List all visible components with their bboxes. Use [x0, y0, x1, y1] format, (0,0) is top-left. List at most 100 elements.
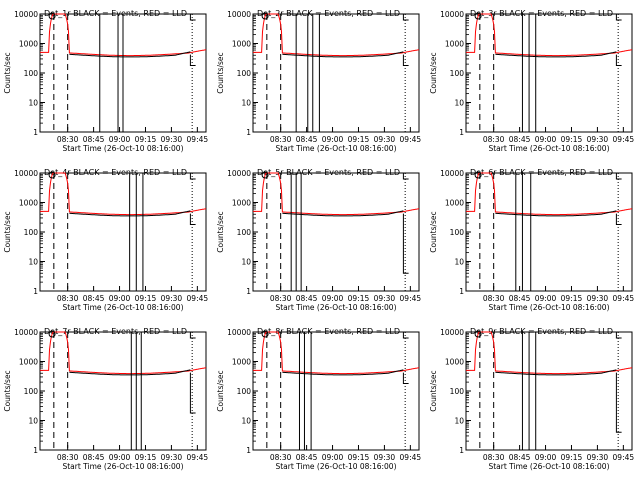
y-tick-label: 10 — [241, 99, 251, 108]
x-tick-label: 09:15 — [561, 453, 583, 462]
events-tail — [615, 213, 622, 225]
events-series — [69, 369, 191, 376]
x-tick-label: 08:30 — [57, 294, 79, 303]
lld-series — [466, 13, 633, 57]
events-tail — [615, 54, 622, 66]
y-tick-label: 100 — [237, 387, 252, 396]
x-tick-label: 08:30 — [270, 294, 292, 303]
events-top-marker — [402, 173, 409, 180]
x-axis-label: Start Time (26-Oct-10 08:16:00) — [488, 462, 609, 471]
y-tick-label: 100 — [237, 69, 252, 78]
y-axis-label: Counts/sec — [216, 211, 225, 252]
events-peak-marker — [48, 330, 56, 338]
panel-title: Det_2r BLACK = Events, RED = LLD — [257, 9, 400, 18]
y-axis-label: Counts/sec — [429, 211, 438, 252]
y-axis-label: Counts/sec — [216, 52, 225, 93]
events-tail — [615, 372, 622, 433]
events-peak-marker — [261, 12, 269, 20]
events-series — [282, 51, 404, 58]
events-series — [282, 369, 404, 376]
y-tick-label: 10000 — [440, 169, 464, 178]
x-tick-label: 09:15 — [561, 135, 583, 144]
y-tick-label: 1000 — [19, 358, 38, 367]
y-tick-label: 100 — [450, 228, 465, 237]
plot-frame — [252, 172, 420, 292]
x-tick-label: 09:30 — [587, 135, 609, 144]
x-tick-label: 09:00 — [109, 294, 131, 303]
x-tick-label: 08:45 — [83, 135, 105, 144]
x-tick-label: 09:45 — [400, 294, 422, 303]
events-top-marker — [402, 14, 409, 21]
x-tick-label: 09:15 — [135, 135, 157, 144]
events-top-marker — [189, 14, 196, 21]
panel-det-2r: Det_2r BLACK = Events, RED = LLD 1 10 100 10… — [216, 9, 421, 153]
x-tick-label: 09:30 — [374, 135, 396, 144]
panel-title: Det_1r BLACK = Events, RED = LLD — [44, 9, 187, 18]
panel-det-8r: Det_8r BLACK = Events, RED = LLD 1 10 100 10… — [216, 327, 421, 471]
events-tail — [189, 372, 196, 414]
x-axis-label: Start Time (26-Oct-10 08:16:00) — [488, 144, 609, 153]
x-tick-label: 09:00 — [535, 453, 557, 462]
events-peak-marker — [48, 171, 56, 179]
panel-det-4r: Det_4r BLACK = Events, RED = LLD 1 10 100 10… — [3, 168, 208, 312]
y-axis-label: Counts/sec — [3, 52, 12, 93]
lld-series — [40, 331, 207, 375]
y-tick-label: 10 — [454, 99, 464, 108]
plot-frame — [252, 13, 420, 133]
x-axis-label: Start Time (26-Oct-10 08:16:00) — [275, 144, 396, 153]
panel-det-7r: Det_7r BLACK = Events, RED = LLD 1 10 100 10… — [3, 327, 208, 471]
lld-series — [466, 172, 633, 216]
events-tail — [189, 213, 196, 225]
y-tick-label: 10000 — [227, 10, 251, 19]
events-peak-marker — [474, 330, 482, 338]
y-tick-label: 1 — [459, 128, 464, 137]
x-tick-label: 09:00 — [109, 135, 131, 144]
events-peak-marker — [261, 330, 269, 338]
x-tick-label: 09:30 — [161, 453, 183, 462]
x-tick-label: 08:30 — [483, 294, 505, 303]
x-tick-label: 08:45 — [296, 294, 318, 303]
events-top-marker — [189, 332, 196, 339]
x-tick-label: 08:45 — [509, 135, 531, 144]
plot-frame — [465, 331, 633, 451]
y-tick-label: 100 — [24, 387, 39, 396]
events-top-marker — [615, 332, 622, 339]
x-tick-label: 08:45 — [296, 135, 318, 144]
plot-frame — [39, 331, 207, 451]
events-tail — [189, 54, 196, 66]
panel-det-1r: Det_1r BLACK = Events, RED = LLD 1 10 100 10… — [3, 9, 208, 153]
y-tick-label: 1000 — [445, 40, 464, 49]
x-axis-label: Start Time (26-Oct-10 08:16:00) — [62, 303, 183, 312]
events-peak-marker — [474, 171, 482, 179]
x-tick-label: 09:15 — [135, 294, 157, 303]
panel-title: Det_7r BLACK = Events, RED = LLD — [44, 327, 187, 336]
events-tail — [402, 372, 409, 384]
y-tick-label: 1000 — [232, 199, 251, 208]
y-tick-label: 1 — [33, 128, 38, 137]
y-tick-label: 10000 — [227, 328, 251, 337]
y-tick-label: 10 — [28, 99, 38, 108]
panel-det-3r: Det_3r BLACK = Events, RED = LLD 1 10 100 10… — [429, 9, 634, 153]
y-tick-label: 10 — [28, 417, 38, 426]
panel-det-6r: Det_6r BLACK = Events, RED = LLD 1 10 100 10… — [429, 168, 634, 312]
x-tick-label: 09:00 — [322, 453, 344, 462]
x-tick-label: 08:45 — [509, 294, 531, 303]
events-series — [69, 51, 191, 58]
panel-title: Det_8r BLACK = Events, RED = LLD — [257, 327, 400, 336]
events-top-marker — [615, 14, 622, 21]
lld-series — [466, 331, 633, 375]
plot-frame — [465, 172, 633, 292]
x-tick-label: 09:15 — [348, 135, 370, 144]
x-tick-label: 09:45 — [400, 453, 422, 462]
x-axis-label: Start Time (26-Oct-10 08:16:00) — [275, 303, 396, 312]
x-axis-label: Start Time (26-Oct-10 08:16:00) — [488, 303, 609, 312]
x-axis-label: Start Time (26-Oct-10 08:16:00) — [62, 462, 183, 471]
x-tick-label: 09:15 — [348, 453, 370, 462]
x-tick-label: 09:45 — [187, 294, 209, 303]
y-tick-label: 1000 — [232, 358, 251, 367]
lld-series — [253, 331, 420, 375]
events-tail — [402, 213, 409, 274]
y-tick-label: 100 — [450, 387, 465, 396]
plot-frame — [39, 172, 207, 292]
